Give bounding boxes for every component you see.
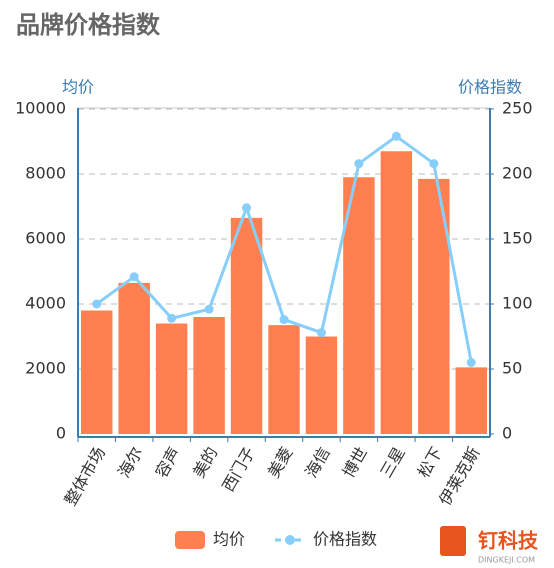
bar xyxy=(305,336,338,434)
watermark-brand: 钉科技 xyxy=(478,529,539,553)
y2-tick-label: 200 xyxy=(502,164,533,183)
line-point xyxy=(204,304,214,314)
legend-swatch xyxy=(285,535,295,545)
y-tick-label: 10000 xyxy=(15,99,66,118)
bar xyxy=(193,317,225,434)
x-tick-label: 容声 xyxy=(152,444,184,481)
x-tick-label: 美的 xyxy=(189,444,221,481)
y2-tick-label: 100 xyxy=(502,294,533,313)
x-tick-label: 海信 xyxy=(301,444,333,481)
chart-title: 品牌价格指数 xyxy=(16,11,161,39)
line-point xyxy=(391,131,401,141)
legend-label: 价格指数 xyxy=(313,530,377,549)
line-point xyxy=(279,315,289,325)
bar xyxy=(455,367,488,434)
bar xyxy=(80,310,113,434)
legend-label: 均价 xyxy=(213,530,245,549)
y2-tick-label: 150 xyxy=(502,229,533,248)
y-tick-label: 8000 xyxy=(25,164,66,183)
y2-axis-title: 价格指数 xyxy=(458,78,522,97)
y-tick-label: 6000 xyxy=(25,229,66,248)
line-point xyxy=(167,313,177,323)
x-tick-label: 海尔 xyxy=(114,444,146,481)
x-tick-label: 美菱 xyxy=(264,444,296,481)
line-point xyxy=(129,272,139,282)
legend-swatch xyxy=(175,531,205,549)
bar xyxy=(155,323,188,434)
x-tick-label: 三星 xyxy=(376,444,408,481)
line-point xyxy=(92,299,102,309)
line-point xyxy=(316,328,326,338)
bar xyxy=(118,282,150,434)
y-tick-label: 2000 xyxy=(25,359,66,378)
y2-tick-label: 0 xyxy=(502,424,512,443)
line-point xyxy=(429,159,439,169)
y-tick-label: 4000 xyxy=(25,294,66,313)
bar xyxy=(380,151,413,434)
x-tick-label: 整体市场 xyxy=(61,444,109,509)
bar xyxy=(230,217,263,434)
x-tick-label: 西门子 xyxy=(218,444,258,495)
x-tick-label: 松下 xyxy=(414,444,446,481)
x-tick-label: 博世 xyxy=(339,444,371,481)
y2-tick-label: 50 xyxy=(502,359,522,378)
y-axis-title: 均价 xyxy=(62,78,94,97)
line-point xyxy=(466,358,476,367)
watermark-logo xyxy=(440,526,466,556)
line-point xyxy=(354,159,364,169)
y-tick-label: 0 xyxy=(56,424,66,443)
bar xyxy=(268,325,300,434)
line-point xyxy=(242,203,252,213)
y2-tick-label: 250 xyxy=(502,99,533,118)
bar xyxy=(343,177,375,434)
watermark-site: DINGKEJI.COM xyxy=(478,556,535,565)
